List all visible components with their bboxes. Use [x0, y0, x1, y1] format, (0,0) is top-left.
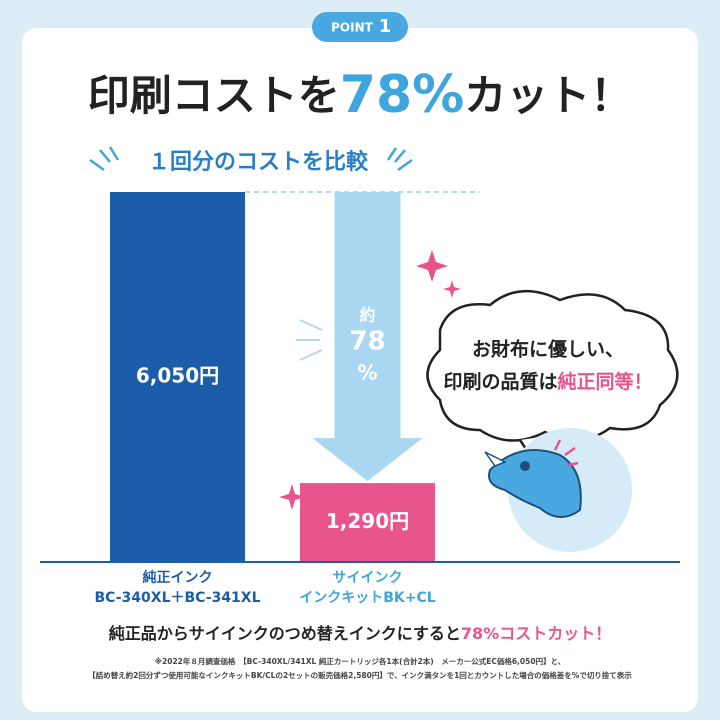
- arrow-label: 約: [359, 306, 375, 325]
- arrow-label: 78: [349, 327, 385, 357]
- bubble-highlight: 純正同等！: [558, 370, 653, 393]
- badge-number: 1: [379, 16, 392, 37]
- bar: [110, 192, 245, 562]
- value-label: 1,290円: [326, 509, 409, 533]
- bar: [300, 483, 435, 562]
- bubble-text: 印刷の品質は: [443, 370, 557, 393]
- mascot: [488, 449, 582, 518]
- arrow-label: %: [357, 361, 377, 385]
- speech-bubble: [426, 289, 679, 442]
- value-label: 6,050円: [136, 364, 219, 388]
- category-sublabel: インクキットBK+CL: [299, 590, 436, 606]
- summary-text: 純正品からサイインクのつめ替えインクにすると: [109, 624, 461, 643]
- mascot-deco: [553, 439, 579, 467]
- category-sublabel: BC-340XL＋BC-341XL: [94, 590, 260, 606]
- footnote: 【詰め替え約2回分ずつ使用可能なインクキットBK/CLの2セットの販売価格2,5…: [88, 670, 632, 680]
- title-part: 印刷コストを: [88, 71, 340, 120]
- badge-text: POINT: [331, 21, 374, 35]
- sparkles: [279, 250, 461, 510]
- title-highlight: 78%: [340, 65, 464, 125]
- subtitle: １回分のコストを比較: [148, 149, 369, 175]
- category-label: 純正インク: [143, 569, 213, 586]
- summary-highlight: 78%コストカット！: [461, 624, 611, 643]
- motion-lines: [296, 319, 323, 361]
- title: 印刷コストを78%カット！: [88, 65, 633, 125]
- category-label: サイインク: [333, 570, 403, 586]
- bubble-text: お財布に優しい、: [472, 338, 624, 361]
- reduction-arrow: [312, 192, 423, 482]
- title-part: カット！: [464, 71, 632, 120]
- mascot-horn: [484, 451, 507, 467]
- summary: 純正品からサイインクのつめ替えインクにすると78%コストカット！: [109, 624, 611, 643]
- subtitle-deco: [89, 146, 413, 172]
- badge: [312, 12, 408, 42]
- bubble-text: 印刷の品質は純正同等！: [443, 370, 652, 393]
- mascot-eye: [520, 461, 530, 471]
- footnote: ※2022年８月調査価格 【BC-340XL/341XL 純正カートリッジ各1本…: [155, 656, 566, 666]
